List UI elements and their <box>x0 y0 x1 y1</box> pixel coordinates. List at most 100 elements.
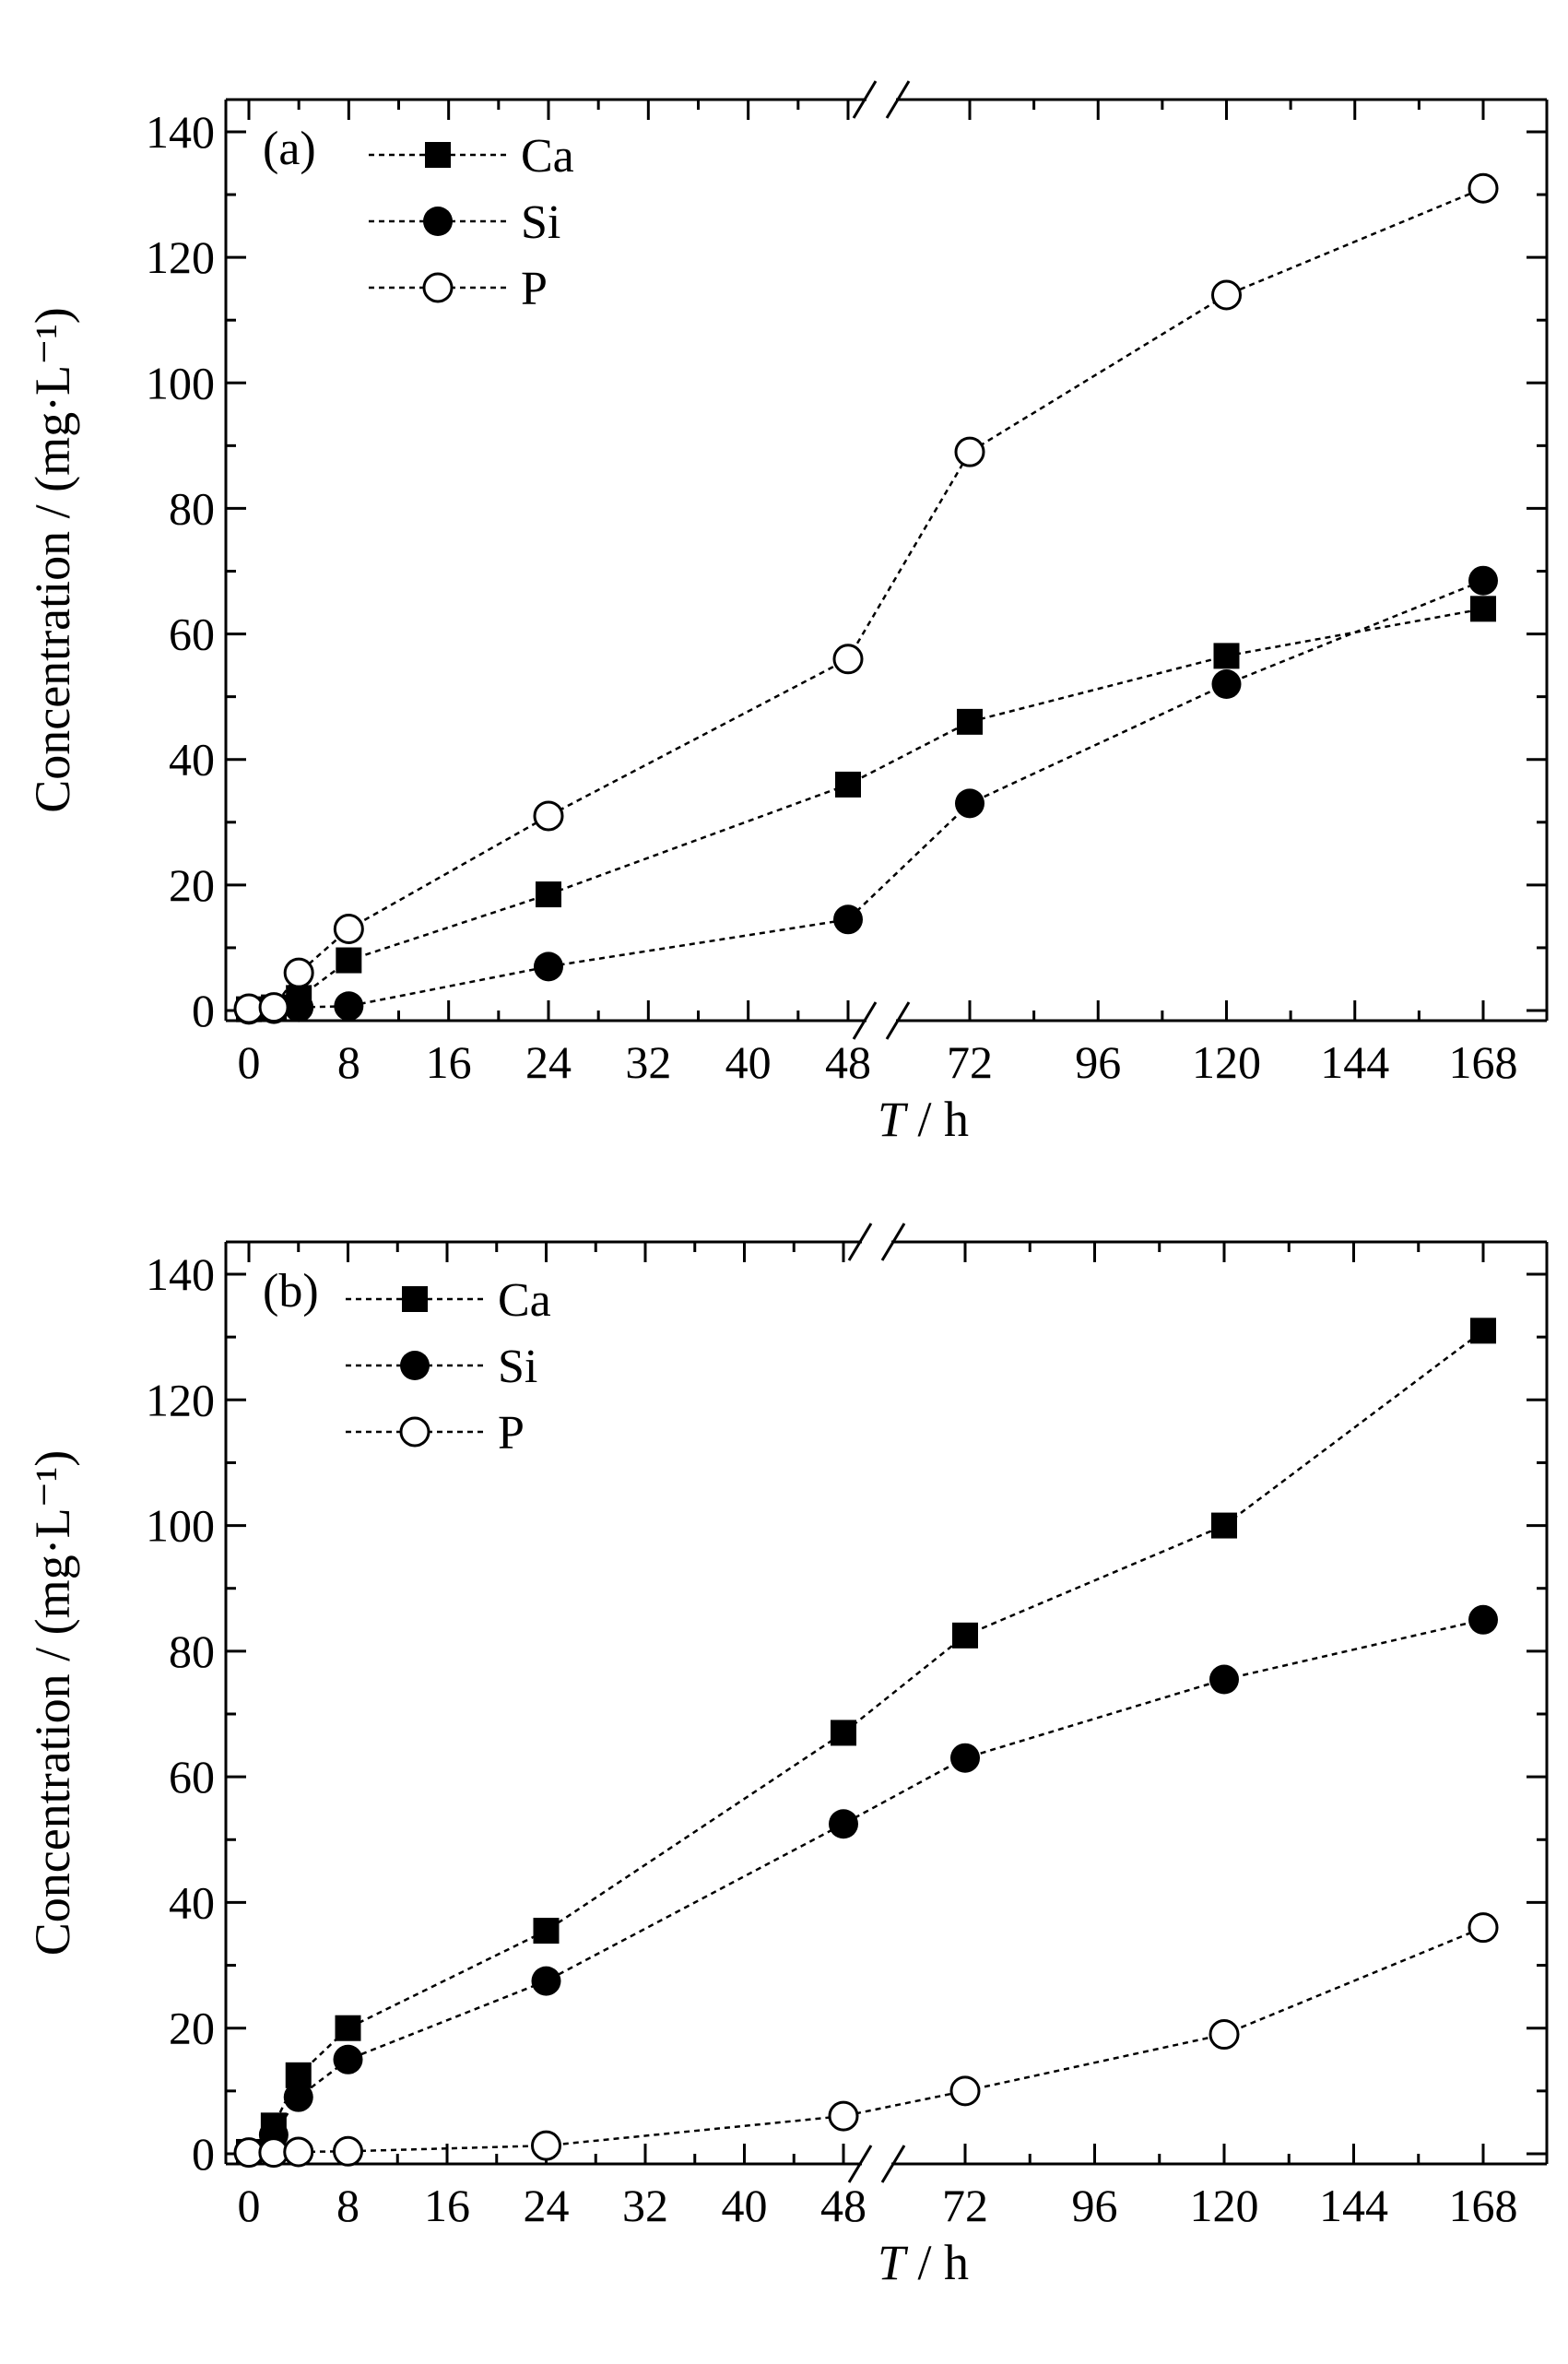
y-tick-label: 80 <box>169 1625 215 1677</box>
x-tick-label: 48 <box>825 1036 871 1088</box>
axis-break-mark-bottom <box>847 2145 906 2183</box>
y-tick-label: 140 <box>146 1248 215 1300</box>
data-point-si <box>334 991 364 1022</box>
x-axis-label: T / h <box>878 2235 969 2290</box>
x-tick-label: 24 <box>524 2180 570 2231</box>
legend-item-p: P <box>346 1407 525 1460</box>
legend-marker <box>400 1351 430 1380</box>
data-point-ca <box>957 708 983 735</box>
y-axis-label: Concentration / (mg·L⁻¹) <box>25 307 80 813</box>
x-axis-label-symbol: T <box>878 2235 909 2290</box>
y-tick-label: 60 <box>169 609 215 660</box>
y-tick-label: 100 <box>146 1500 215 1552</box>
y-axis-label: Concentration / (mg·L⁻¹) <box>25 1450 80 1956</box>
series-line-p <box>249 1926 1484 2154</box>
data-point-si <box>950 1743 980 1773</box>
series-line-si <box>248 1618 1484 2154</box>
data-point-p <box>949 2075 981 2107</box>
x-tick-label: 32 <box>625 1036 671 1088</box>
x-tick-label: 16 <box>424 2180 470 2231</box>
x-tick-label: 8 <box>336 2180 360 2231</box>
axis-break-mark-top <box>852 80 911 119</box>
axis-break-stroke <box>885 1001 911 1040</box>
axis-break-stroke <box>852 1001 878 1040</box>
data-point-p <box>258 992 289 1023</box>
x-tick-label: 96 <box>1072 2180 1118 2231</box>
data-point-p <box>1211 279 1242 311</box>
data-point-ca <box>336 947 362 974</box>
y-tick-label: 40 <box>169 1876 215 1928</box>
x-tick-label: 72 <box>947 1036 993 1088</box>
x-tick-label: 0 <box>238 1036 261 1088</box>
axis-break-stroke <box>880 1223 906 1261</box>
series-si <box>234 1604 1498 2168</box>
axis-break-stroke <box>852 80 878 119</box>
x-tick-label: 120 <box>1192 1036 1261 1088</box>
y-tick-label: 20 <box>169 859 215 911</box>
y-tick-label: 20 <box>169 2003 215 2054</box>
y-tick-label: 100 <box>146 357 215 408</box>
legend-label: Si <box>521 196 560 249</box>
data-point-ca <box>335 2015 361 2041</box>
data-point-p <box>531 2130 561 2161</box>
x-tick-label: 120 <box>1190 2180 1259 2231</box>
data-point-p <box>333 914 364 945</box>
x-axis-label: T / h <box>878 1092 969 1147</box>
x-tick-label: 168 <box>1449 2180 1518 2231</box>
axis-break-stroke <box>847 1223 873 1261</box>
data-point-p <box>832 644 864 675</box>
x-tick-label: 168 <box>1449 1036 1518 1088</box>
legend-marker <box>423 207 453 236</box>
data-point-ca <box>831 1720 856 1746</box>
legend-item-ca: Ca <box>346 1274 551 1327</box>
x-tick-label: 72 <box>942 2180 988 2231</box>
series-line-si <box>248 579 1484 1011</box>
series-line-ca <box>248 1330 1484 2153</box>
data-point-ca <box>1470 1318 1496 1344</box>
series-line-ca <box>248 608 1484 1011</box>
x-axis-label-symbol: T <box>878 1092 909 1147</box>
panel-label: (a) <box>263 123 316 175</box>
panel-label: (b) <box>263 1265 319 1318</box>
x-axis-label-unit: / h <box>905 1092 969 1147</box>
axis-break-stroke <box>847 2145 873 2183</box>
data-point-si <box>333 2044 363 2074</box>
series-ca <box>236 596 1496 1022</box>
legend-item-p: P <box>369 263 548 315</box>
legend-label: Ca <box>521 130 574 183</box>
x-tick-label: 40 <box>722 2180 768 2231</box>
data-point-si <box>829 1809 858 1839</box>
y-tick-label: 60 <box>169 1751 215 1803</box>
x-tick-label: 144 <box>1319 2180 1388 2231</box>
data-point-si <box>1211 669 1242 700</box>
axis-break-mark-top <box>847 1223 906 1261</box>
x-tick-label: 48 <box>820 2180 867 2231</box>
x-axis-label-unit: / h <box>905 2235 969 2290</box>
data-point-p <box>533 800 564 832</box>
data-point-p <box>233 993 265 1024</box>
y-tick-label: 120 <box>146 1374 215 1425</box>
x-tick-label: 96 <box>1075 1036 1121 1088</box>
axis-break-mark-bottom <box>852 1001 911 1040</box>
data-point-si <box>284 992 314 1022</box>
series-line-p <box>248 187 1484 1011</box>
legend-label: Ca <box>498 1274 551 1327</box>
data-point-p <box>283 2136 314 2168</box>
data-point-si <box>1209 1664 1239 1695</box>
data-point-si <box>283 2082 313 2112</box>
data-point-p <box>1468 1912 1499 1944</box>
data-point-si <box>1468 565 1498 596</box>
axis-break-stroke <box>880 2145 906 2183</box>
x-tick-label: 144 <box>1320 1036 1389 1088</box>
data-point-p <box>828 2100 859 2132</box>
x-tick-label: 8 <box>337 1036 360 1088</box>
legend-item-si: Si <box>369 196 560 249</box>
chart-panel-b: 0 8 16 24 32 40 48 72 96 120 144 168 0 20 40 60 80 100 120… <box>25 1223 1549 2290</box>
data-point-ca <box>1470 596 1496 622</box>
data-point-ca <box>952 1622 978 1649</box>
data-point-p <box>333 2135 363 2167</box>
data-point-ca <box>1213 643 1240 669</box>
legend: Ca Si P <box>369 130 574 315</box>
y-tick-label: 0 <box>192 2128 215 2180</box>
legend-item-ca: Ca <box>369 130 574 183</box>
